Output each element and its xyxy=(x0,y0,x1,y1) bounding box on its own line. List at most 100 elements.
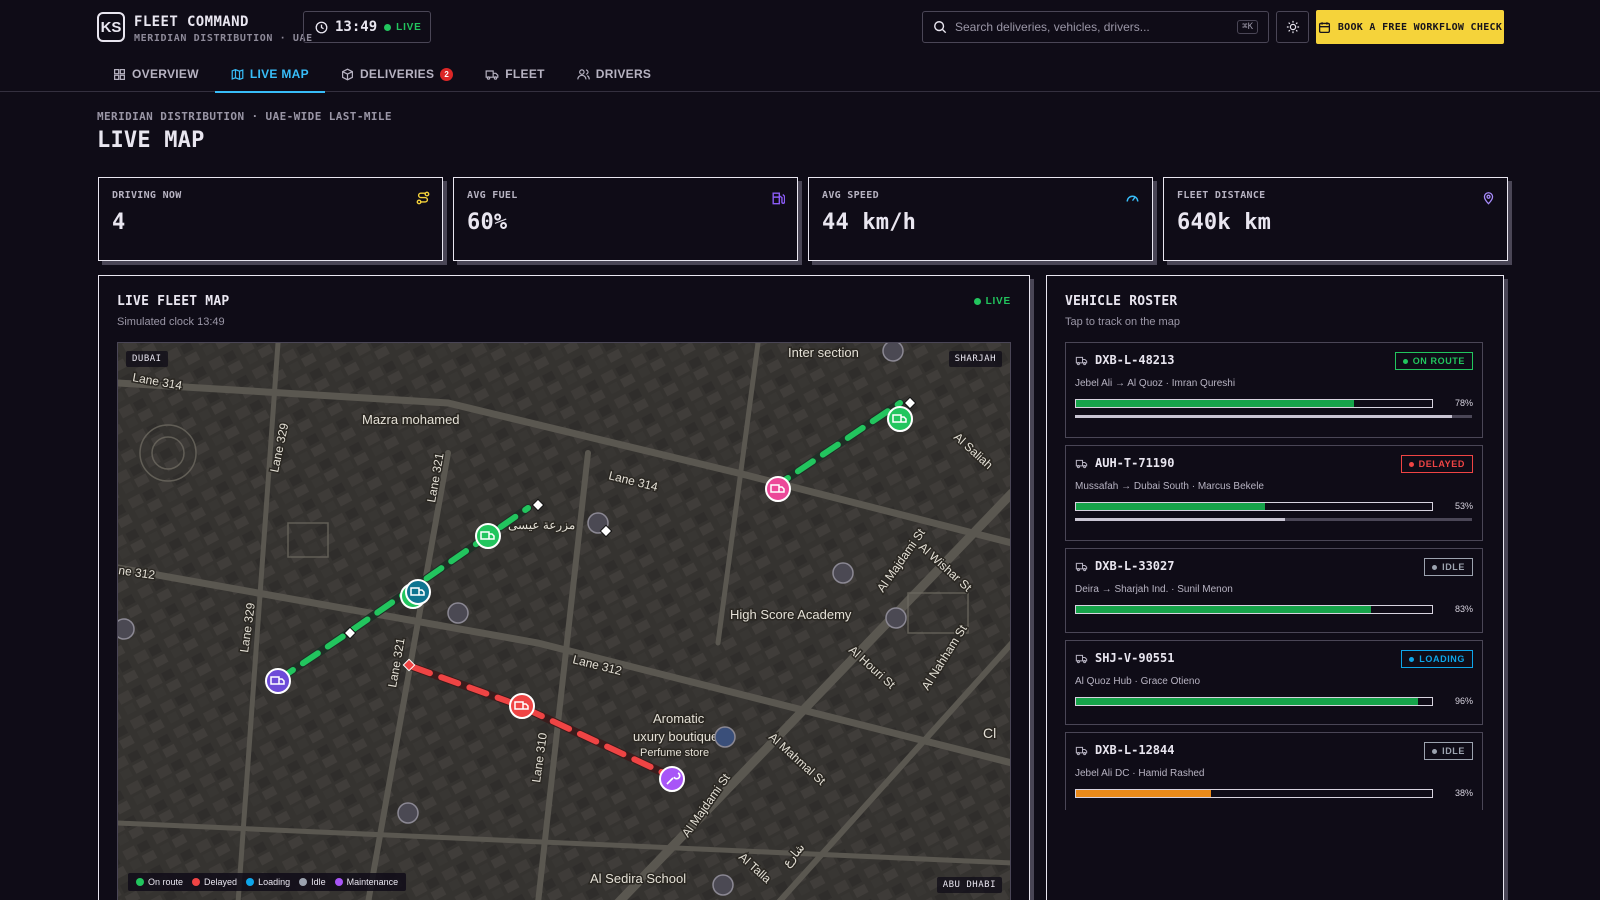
live-dot-icon xyxy=(384,23,392,31)
tab-overview[interactable]: OVERVIEW xyxy=(97,56,215,92)
vehicle-roster-panel: VEHICLE ROSTER Tap to track on the map D… xyxy=(1046,275,1504,900)
fuel-bar-fill xyxy=(1076,399,1354,407)
legend-label: Maintenance xyxy=(346,877,399,887)
legend-label: Delayed xyxy=(204,877,238,887)
tab-deliveries[interactable]: DELIVERIES 2 xyxy=(325,56,469,92)
vehicle-card[interactable]: SHJ-V-90551 LOADING Al Quoz Hub · Grace Ot… xyxy=(1065,640,1483,725)
tab-live-map[interactable]: LIVE MAP xyxy=(214,56,326,93)
search-input[interactable] xyxy=(955,20,1230,34)
fuel-bar xyxy=(1075,501,1433,511)
vehicle-id-text: AUH-T-71190 xyxy=(1095,456,1175,470)
vehicle-marker-maintenance-1[interactable] xyxy=(265,668,291,694)
map-icon xyxy=(231,68,244,80)
map-panel-subtitle: Simulated clock 13:49 xyxy=(117,316,225,328)
fuel-bar xyxy=(1075,788,1433,798)
vehicle-card[interactable]: AUH-T-71190 DELAYED Mussafah → Dubai South… xyxy=(1065,445,1483,541)
vehicle-card[interactable]: DXB-L-33027 IDLE Deira → Sharjah Ind. · Su… xyxy=(1065,548,1483,633)
vehicle-id-text: SHJ-V-90551 xyxy=(1095,651,1175,665)
stat-card-fleet-distance: FLEET DISTANCE 640k km xyxy=(1163,177,1508,261)
fuel-percent: 96% xyxy=(1454,696,1473,706)
vehicle-marker-loading[interactable] xyxy=(405,579,431,605)
clock-time: 13:49 xyxy=(335,19,378,35)
map-corner-sharjah: SHARJAH xyxy=(948,351,1002,367)
cta-label: BOOK A FREE WORKFLOW CHECK xyxy=(1337,21,1503,33)
fuel-row: 53% xyxy=(1075,501,1473,511)
legend-idle: Idle xyxy=(299,877,326,887)
truck-icon xyxy=(485,69,499,80)
gauge-icon xyxy=(1126,195,1139,202)
stat-label: DRIVING NOW xyxy=(112,190,182,201)
stat-value: 60% xyxy=(467,210,508,235)
stat-value: 44 km/h xyxy=(822,210,917,235)
tab-drivers[interactable]: DRIVERS xyxy=(561,56,667,92)
fuel-bar-fill xyxy=(1076,605,1372,613)
legend-maintenance: Maintenance xyxy=(334,877,399,887)
tab-fleet[interactable]: FLEET xyxy=(469,56,561,92)
status-dot-icon xyxy=(1432,748,1438,754)
map-live-indicator: LIVE xyxy=(973,296,1011,307)
vehicle-marker-on-route-3[interactable] xyxy=(887,406,913,432)
vehicle-status-badge: IDLE xyxy=(1424,558,1473,576)
map-legend: On route Delayed Loading Idle Maintenanc… xyxy=(128,873,407,891)
legend-dot-icon xyxy=(246,878,255,886)
clock-widget: 13:49 LIVE xyxy=(303,11,431,43)
deliveries-count-badge: 2 xyxy=(440,67,454,81)
place-label: Cl xyxy=(983,725,996,741)
vehicle-card[interactable]: DXB-L-12844 IDLE Jebel Ali DC · Hamid Rash… xyxy=(1065,732,1483,810)
vehicle-status-badge: ON ROUTE xyxy=(1394,352,1473,370)
stat-value: 4 xyxy=(112,210,126,235)
legend-dot-icon xyxy=(136,878,144,886)
map-panel-title: LIVE FLEET MAP xyxy=(117,294,230,309)
route-progress-fill xyxy=(1075,415,1453,418)
search-box[interactable]: ⌘K xyxy=(922,11,1269,43)
place-label: Al Sedira School xyxy=(590,871,686,886)
satellite-map-canvas[interactable]: Inter section Mazra mohamed Lane 314 Lan… xyxy=(118,343,1011,900)
stat-value: 640k km xyxy=(1177,210,1272,235)
fuel-row: 78% xyxy=(1075,398,1473,408)
route-waypoints xyxy=(343,396,917,672)
place-label: مزرعة عيسى xyxy=(508,518,575,532)
vehicle-id-text: DXB-L-48213 xyxy=(1095,353,1175,367)
pin-icon xyxy=(1483,192,1494,205)
route-progress-bar xyxy=(1075,518,1472,521)
vehicle-routes xyxy=(274,399,904,779)
legend-dot-icon xyxy=(334,878,343,886)
truck-icon xyxy=(1075,746,1088,755)
fuel-bar-fill xyxy=(1076,697,1418,705)
vehicle-marker-pink[interactable] xyxy=(765,476,791,502)
stat-card-avg-speed: AVG SPEED 44 km/h xyxy=(808,177,1153,261)
search-icon xyxy=(934,21,947,34)
map-roads xyxy=(118,343,1010,900)
breadcrumb: MERIDIAN DISTRIBUTION · UAE-WIDE LAST-MI… xyxy=(97,110,392,123)
legend-dot-icon xyxy=(299,878,308,886)
place-label: Perfume store xyxy=(640,747,709,759)
vehicle-marker-on-route-1[interactable] xyxy=(475,523,501,549)
live-fleet-map-panel: LIVE FLEET MAP Simulated clock 13:49 LIV… xyxy=(98,275,1030,900)
vehicle-status-text: LOADING xyxy=(1419,654,1465,664)
vehicle-card[interactable]: DXB-L-48213 ON ROUTE Jebel Ali → Al Quoz ·… xyxy=(1065,342,1483,438)
tab-label: OVERVIEW xyxy=(132,67,199,81)
vehicle-status-badge: IDLE xyxy=(1424,742,1473,760)
book-workflow-check-button[interactable]: BOOK A FREE WORKFLOW CHECK xyxy=(1316,10,1504,44)
brand-logo[interactable]: KS xyxy=(97,12,125,42)
tab-label: FLEET xyxy=(505,67,545,81)
place-label: Mazra mohamed xyxy=(362,412,460,427)
vehicle-status-text: DELAYED xyxy=(1418,459,1465,469)
tab-label: DRIVERS xyxy=(595,67,652,81)
fuel-bar xyxy=(1075,696,1433,706)
vehicle-marker-delayed[interactable] xyxy=(509,693,535,719)
legend-loading: Loading xyxy=(246,877,290,887)
stat-label: AVG FUEL xyxy=(467,190,518,201)
page-title: LIVE MAP xyxy=(97,128,205,153)
fuel-row: 38% xyxy=(1075,788,1473,798)
theme-toggle-button[interactable] xyxy=(1276,11,1309,43)
vehicle-marker-maintenance-2[interactable] xyxy=(659,766,685,792)
legend-label: On route xyxy=(148,877,184,887)
fuel-bar-fill xyxy=(1076,789,1212,797)
fleet-map[interactable]: Inter section Mazra mohamed Lane 314 Lan… xyxy=(117,342,1011,900)
truck-icon xyxy=(1075,356,1088,365)
route-icon xyxy=(416,191,430,205)
status-dot-icon xyxy=(1408,461,1414,467)
tab-label: LIVE MAP xyxy=(249,67,309,81)
vehicle-status-text: IDLE xyxy=(1442,746,1465,756)
